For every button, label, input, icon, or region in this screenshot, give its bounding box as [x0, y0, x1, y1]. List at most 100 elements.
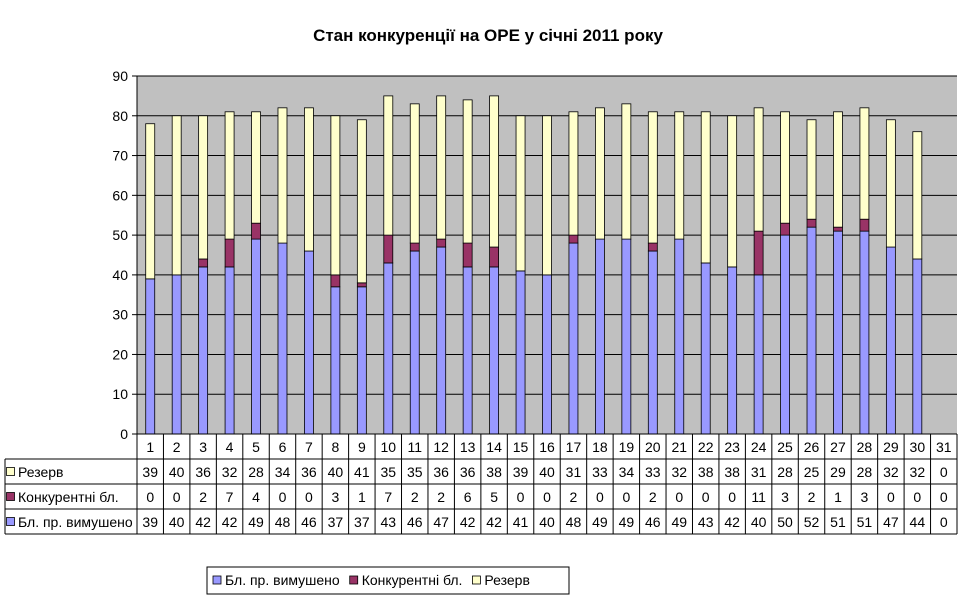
data-label: 0 — [146, 489, 154, 505]
data-label: 36 — [460, 464, 476, 480]
data-label: 5 — [490, 489, 498, 505]
data-label: 42 — [222, 514, 238, 530]
data-label: 0 — [543, 489, 551, 505]
data-label: 32 — [671, 464, 687, 480]
bar-segment — [198, 115, 209, 260]
data-label: 3 — [861, 489, 869, 505]
data-label: 28 — [857, 464, 873, 480]
data-label: 0 — [622, 489, 630, 505]
series-key — [6, 467, 15, 476]
data-label: 31 — [566, 464, 582, 480]
bar-segment — [330, 115, 341, 276]
category-label: 28 — [857, 439, 873, 455]
bar-segment — [515, 115, 526, 272]
bar-segment — [753, 230, 764, 276]
legend: Бл. пр. вимушено Конкурентні бл. Резерв — [206, 566, 570, 595]
data-label: 39 — [513, 464, 529, 480]
bar-segment — [356, 286, 367, 435]
data-label: 49 — [592, 514, 608, 530]
bar-segment — [885, 119, 896, 248]
bar-segment — [621, 238, 632, 435]
bar-segment — [145, 123, 156, 280]
bar-segment — [224, 238, 235, 268]
category-label: 3 — [199, 439, 207, 455]
bar-segment — [383, 234, 394, 264]
bar-segment — [727, 115, 738, 268]
data-label: 46 — [645, 514, 661, 530]
data-label: 1 — [834, 489, 842, 505]
bar-segment — [542, 274, 552, 435]
bar-segment — [356, 282, 367, 288]
data-label: 51 — [857, 514, 873, 530]
bar-segment — [568, 234, 579, 244]
data-label: 0 — [728, 489, 736, 505]
y-tick-label: 80 — [112, 108, 128, 124]
category-label: 11 — [407, 439, 422, 455]
legend-key — [349, 575, 359, 585]
bar-segment — [647, 111, 658, 244]
category-label: 9 — [358, 439, 366, 455]
data-label: 33 — [592, 464, 608, 480]
bar-segment — [489, 266, 499, 435]
y-tick-label: 90 — [112, 68, 128, 84]
data-label: 2 — [570, 489, 578, 505]
bar-segment — [595, 107, 605, 240]
data-label: 40 — [539, 464, 555, 480]
category-label: 7 — [305, 439, 313, 455]
chart-title: Стан конкуренції на ОРЕ у січні 2011 рок… — [313, 26, 663, 45]
bar-segment — [700, 111, 711, 264]
data-label: 43 — [381, 514, 397, 530]
data-label: 42 — [724, 514, 740, 530]
legend-frame — [206, 566, 570, 595]
bar-segment — [462, 242, 473, 268]
bar-segment — [859, 230, 870, 435]
category-label: 15 — [513, 439, 529, 455]
category-label: 18 — [592, 439, 608, 455]
bar-segment — [304, 107, 314, 252]
bar-segment — [727, 266, 738, 435]
category-label: 2 — [173, 439, 181, 455]
bar-segment — [833, 111, 843, 228]
data-label: 2 — [808, 489, 816, 505]
data-label: 0 — [596, 489, 604, 505]
data-label: 32 — [222, 464, 238, 480]
data-label: 39 — [142, 464, 158, 480]
data-label: 34 — [619, 464, 635, 480]
bar-segment — [647, 242, 658, 252]
category-label: 14 — [486, 439, 502, 455]
bar-segment — [409, 103, 420, 244]
data-label: 4 — [252, 489, 260, 505]
data-label: 2 — [199, 489, 207, 505]
bar-segment — [171, 115, 182, 276]
data-label: 37 — [328, 514, 344, 530]
bar-segment — [462, 266, 473, 435]
data-label: 36 — [301, 464, 317, 480]
y-tick-label: 40 — [112, 267, 128, 283]
data-label: 32 — [910, 464, 926, 480]
data-label: 42 — [460, 514, 476, 530]
data-label: 51 — [830, 514, 846, 530]
bar-segment — [462, 99, 473, 244]
category-label: 1 — [146, 439, 154, 455]
data-label: 43 — [698, 514, 714, 530]
bar-segment — [833, 226, 843, 232]
bar-segment — [224, 111, 235, 240]
legend-key — [212, 575, 222, 585]
bar-segment — [912, 258, 923, 435]
data-label: 40 — [751, 514, 767, 530]
data-label: 39 — [142, 514, 158, 530]
data-label: 48 — [275, 514, 291, 530]
data-label: 52 — [804, 514, 820, 530]
bar-segment — [330, 286, 341, 435]
bar-segment — [251, 111, 261, 224]
category-label: 8 — [331, 439, 339, 455]
category-label: 20 — [645, 439, 661, 455]
bar-segment — [674, 238, 685, 435]
category-label: 29 — [883, 439, 899, 455]
bar-segment — [383, 262, 394, 435]
data-label: 28 — [777, 464, 793, 480]
data-label: 44 — [910, 514, 926, 530]
bar-segment — [224, 266, 235, 435]
bar-segment — [515, 270, 526, 435]
